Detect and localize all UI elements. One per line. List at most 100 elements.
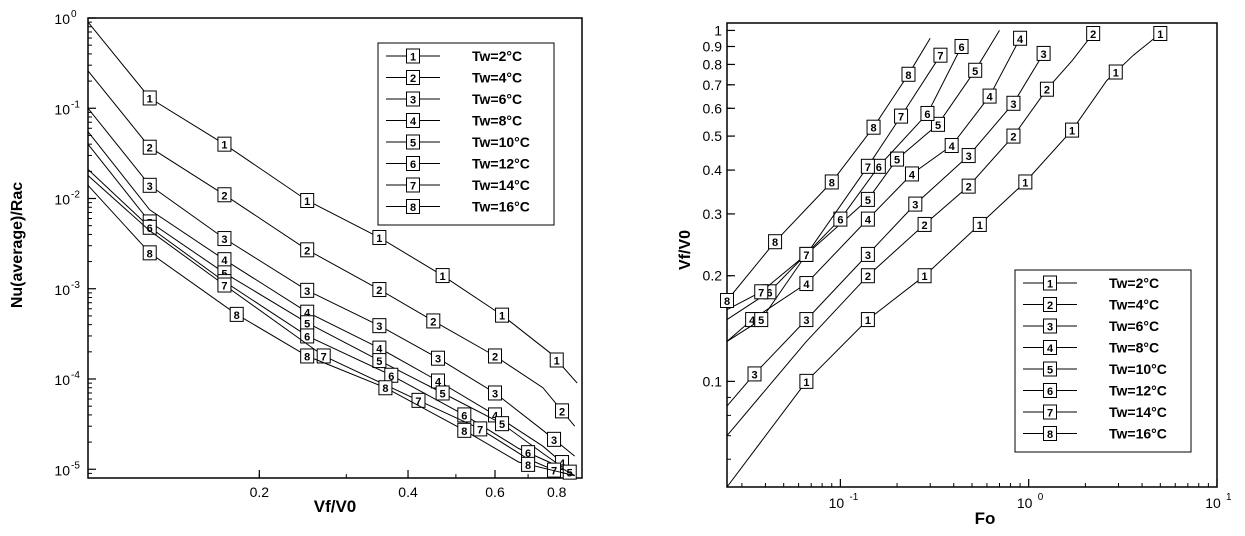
left-legend-marker-2: 2 [410,73,416,85]
left-plot-frame [87,17,583,479]
left-y-tick-exponent: -2 [71,190,80,201]
right-series-marker-7: 7 [898,112,904,124]
right-series-marker-7-box [754,284,769,300]
left-series-marker-1: 1 [147,93,153,105]
right-series-marker-3: 3 [1010,99,1016,111]
left-legend-marker-4: 4 [410,116,417,128]
right-series-marker-6: 6 [766,287,772,299]
left-series-marker-8-box [521,456,536,472]
left-legend-marker-6: 6 [410,159,416,171]
left-series-marker-1-box [300,193,315,209]
right-series-marker-1-box [799,373,814,389]
right-series-marker-2: 2 [1010,132,1016,144]
right-series-marker-5-box [931,116,946,132]
right-series-marker-2: 2 [1090,29,1096,41]
right-legend-marker-4-box [1043,340,1057,355]
right-series-marker-2-box [961,178,976,194]
right-series-marker-3-box [1036,45,1051,61]
right-legend-marker-6-box [1043,383,1057,398]
right-series-marker-3-box [961,148,976,164]
left-series-marker-6: 6 [461,410,467,422]
right-y-tick-label: 0.2 [703,268,723,284]
right-legend-marker-8: 8 [1047,429,1053,441]
right-series-marker-5: 5 [758,315,764,327]
right-x-tick-label: 10 [1017,495,1033,511]
left-legend-label-5: Tw=10°C [472,134,530,150]
left-series-marker-3: 3 [551,435,557,447]
left-legend-label-8: Tw=16°C [472,199,530,215]
right-series-marker-4: 4 [865,215,872,227]
left-legend-marker-2-box [406,70,420,85]
left-y-tick-label: 10 [54,462,70,478]
right-legend-marker-7: 7 [1047,408,1053,420]
left-legend: 1 Tw=2°C 2 Tw=4°C 3 Tw=6°C 4 Tw=8°C 5 Tw=10°C 6 Tw=… [377,42,555,226]
left-series-marker-7: 7 [477,424,483,436]
right-series-marker-1: 1 [922,271,928,283]
left-series-marker-7-box [473,421,488,437]
right-series-marker-1: 1 [1113,68,1119,80]
left-series-marker-5-box [435,385,450,401]
right-series-marker-2-box [1006,128,1021,144]
left-x-axis-label: Vf/V0 [314,497,357,516]
left-series-marker-2: 2 [376,285,382,297]
left-series-marker-8-box [300,348,315,364]
left-legend-marker-7-box [406,177,420,193]
right-series-marker-4-box [904,166,919,182]
left-series-marker-5: 5 [440,388,446,400]
right-series-marker-3-box [860,246,875,262]
left-series-marker-3: 3 [376,321,382,333]
left-series-marker-4: 4 [435,377,442,389]
left-legend-marker-4-box [406,113,420,128]
left-series-marker-7: 7 [221,281,227,293]
right-series-marker-3-box [747,366,762,382]
right-series-marker-4-box [982,88,997,104]
right-legend: 1 Tw=2°C 2 Tw=4°C 3 Tw=6°C 4 Tw=8°C 5 Tw=10°C 6 Tw=… [1014,269,1192,453]
left-y-axis-label: Nu(average)/Rac [9,182,26,308]
left-series-marker-2-box [372,282,387,298]
right-series-marker-2-box [1039,81,1054,97]
right-series-marker-8: 8 [870,123,876,135]
right-series-marker-8: 8 [724,296,730,308]
right-series-line-5 [726,30,1000,342]
right-series-marker-7: 7 [865,162,871,174]
right-series-marker-4-box [860,211,875,227]
left-series-marker-6: 6 [525,448,531,460]
left-series-marker-7-box [547,462,562,478]
left-legend-marker-8: 8 [410,202,416,214]
right-series-marker-3-box [1006,95,1021,111]
right-series-marker-2: 2 [922,220,928,232]
right-series-marker-3: 3 [1041,49,1047,61]
right-series-marker-1-box [1108,64,1123,80]
right-series-marker-6-box [954,38,969,54]
right-series-marker-1: 1 [1069,126,1075,138]
right-y-axis-label: Vf/V0 [677,230,694,270]
left-legend-marker-7: 7 [410,181,416,193]
right-series-marker-8-box [824,174,839,190]
right-series-marker-5-box [754,312,769,328]
left-series-marker-8: 8 [304,351,310,363]
left-x-tick-label: 0.8 [547,484,567,500]
left-legend-label-1: Tw=2°C [472,48,522,64]
left-x-tick-label: 0.6 [485,484,505,500]
left-series-marker-2: 2 [492,351,498,363]
left-series-marker-2: 2 [559,406,565,418]
right-series-marker-1-box [860,312,875,328]
right-series-marker-1-box [972,216,987,232]
right-legend-label-3: Tw=6°C [1109,318,1159,334]
left-x-tick-label: 0.4 [398,484,418,500]
right-series-marker-3: 3 [912,200,918,212]
right-series-marker-8-box [720,292,734,308]
left-legend-marker-8-box [406,199,420,214]
right-series-marker-1-box [1065,122,1080,138]
left-series-marker-3: 3 [221,234,227,246]
left-series-marker-4: 4 [559,458,566,470]
right-series-marker-5: 5 [972,66,978,78]
left-y-tick-exponent: -3 [71,280,80,291]
right-series-marker-6: 6 [837,215,843,227]
left-series-marker-8: 8 [147,248,153,260]
left-x-tick-label: 0.2 [250,484,270,500]
left-series-marker-8: 8 [382,383,388,395]
right-series-marker-1-box [1153,26,1168,42]
left-y-tick-exponent: 0 [71,9,77,20]
right-series-marker-8-box [768,234,783,250]
